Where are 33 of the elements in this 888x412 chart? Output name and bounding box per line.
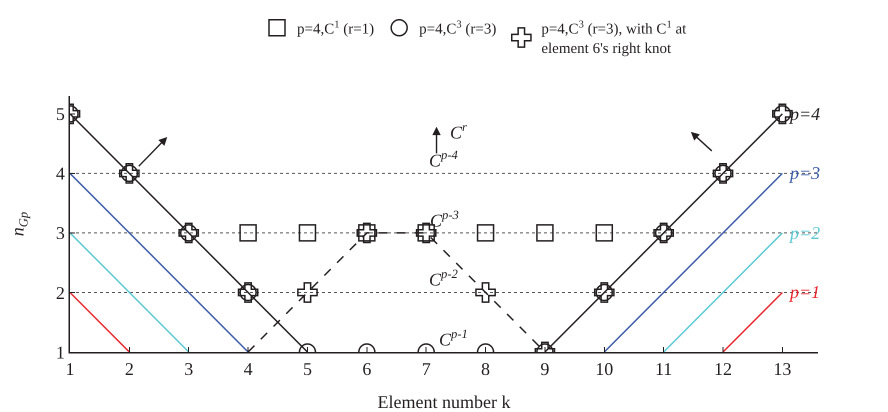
point	[536, 224, 554, 242]
x-tick-label: 13	[773, 359, 792, 380]
x-tick-label: 5	[302, 359, 312, 380]
x-axis-title: Element number k	[378, 392, 510, 412]
legend-label: p=4,C$^{3}$ (r=3), with C$^{1}$ at element 6's right knot	[541, 19, 688, 58]
series-label: p=3	[788, 163, 820, 183]
x-tick-label: 4	[244, 359, 253, 380]
y-tick-label: 5	[56, 104, 65, 124]
legend-label: p=4,C$^{1}$ (r=1)	[297, 19, 374, 38]
x-tick-label: 11	[654, 359, 672, 380]
x-tick-label: 9	[540, 359, 550, 380]
series-label: p=2	[788, 223, 820, 243]
point	[239, 224, 257, 242]
point	[298, 224, 316, 242]
x-tick-label: 3	[184, 359, 194, 380]
y-tick-label: 2	[56, 282, 65, 303]
y-tick-label: 3	[56, 223, 65, 244]
ref-line-label: C$^{p-2}$	[429, 267, 459, 290]
point	[596, 224, 614, 242]
x-tick-label: 7	[422, 359, 431, 380]
series-label: p=1	[788, 282, 820, 302]
legend-label: p=4,C$^{3}$ (r=3)	[419, 19, 496, 38]
annotation: C$^{p-1}$	[439, 327, 468, 350]
y-tick-label: 1	[56, 342, 65, 362]
annotation: C$^{r}$	[450, 120, 468, 143]
x-tick-label: 2	[124, 359, 134, 380]
point	[476, 224, 494, 242]
ref-line-label: C$^{p-4}$	[429, 148, 459, 171]
x-tick-label: 10	[595, 359, 614, 380]
x-tick-label: 8	[481, 359, 490, 380]
y-tick-label: 4	[56, 164, 65, 184]
x-tick-label: 12	[714, 359, 732, 380]
x-tick-label: 6	[362, 359, 372, 380]
